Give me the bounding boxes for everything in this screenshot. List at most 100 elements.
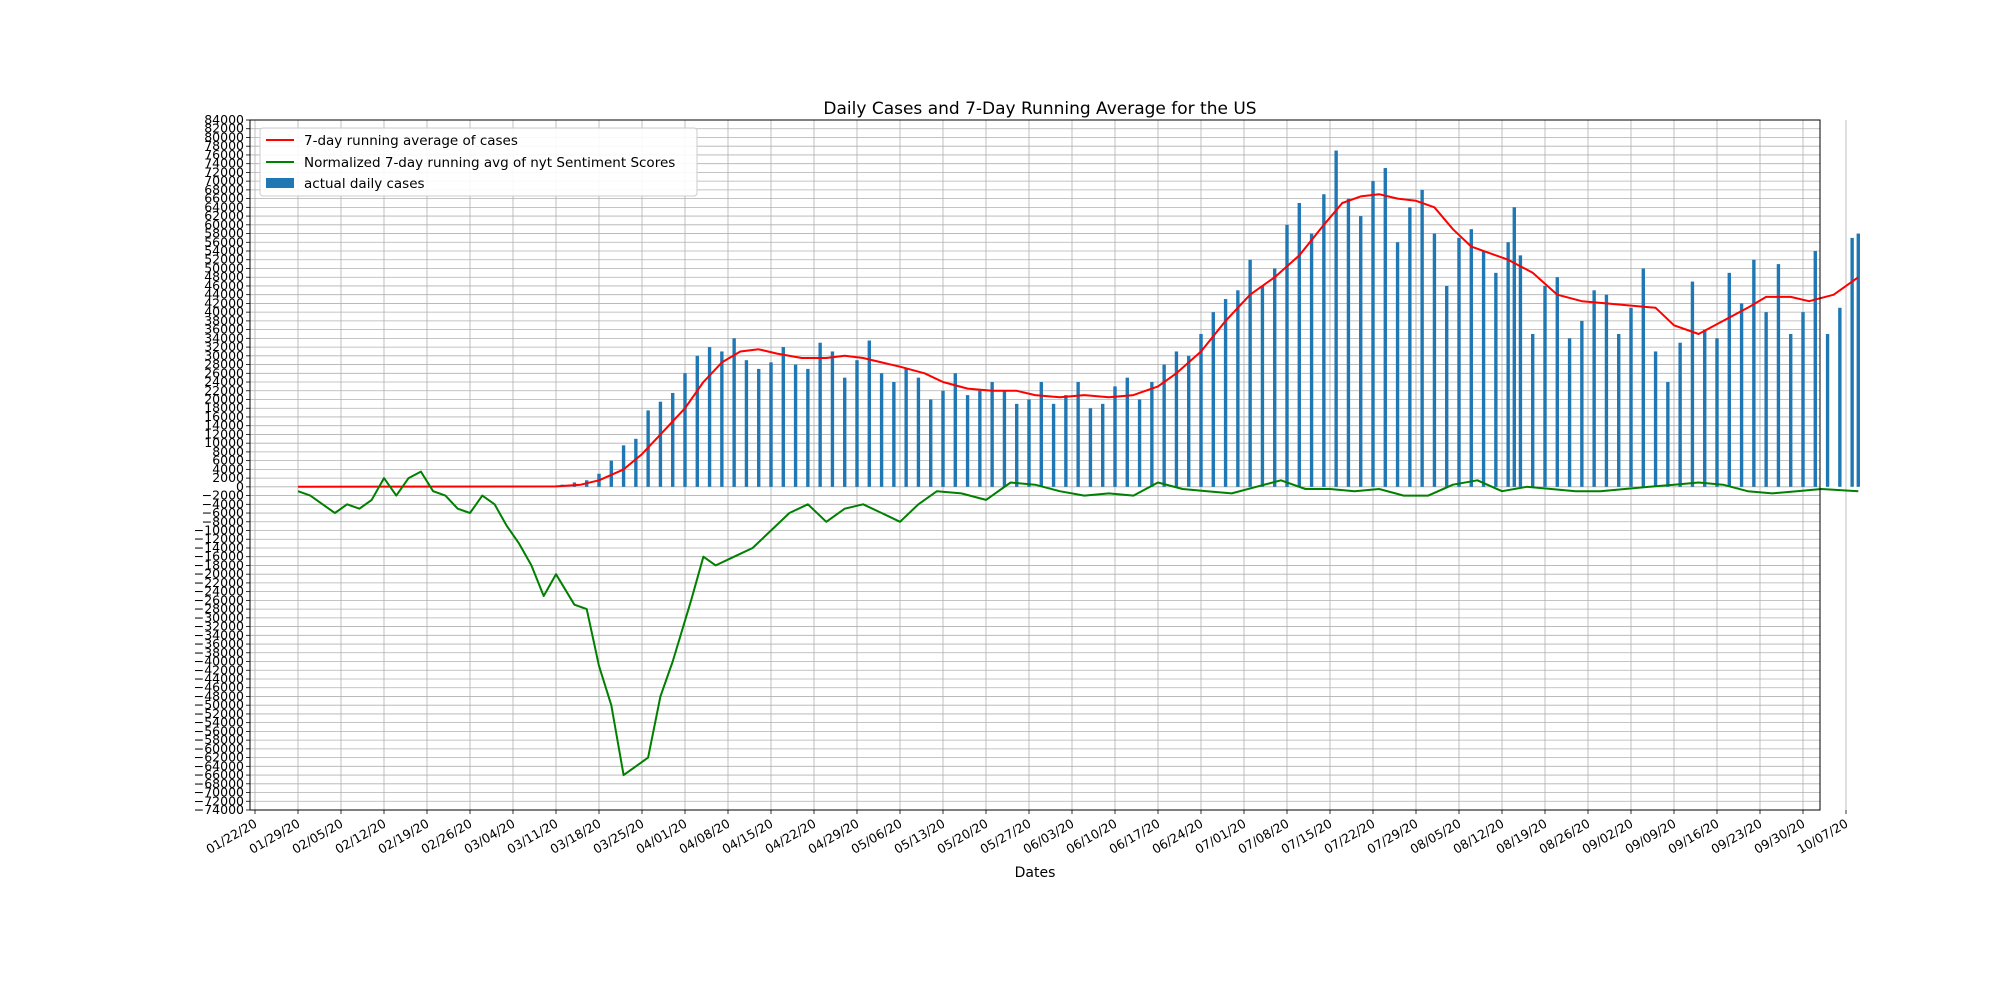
bar-daily-cases <box>1088 408 1093 487</box>
y-tick-label: −26000 <box>194 592 244 607</box>
bar-daily-cases <box>1039 382 1043 487</box>
bar-daily-cases <box>1481 251 1486 487</box>
bar-daily-cases <box>1027 399 1031 487</box>
y-tick-label: 0 <box>236 479 244 494</box>
legend-label-avg-cases: 7-day running average of cases <box>304 133 518 149</box>
bar-daily-cases <box>1727 272 1731 487</box>
y-tick-label: 36000 <box>204 322 244 337</box>
y-tick-label: −8000 <box>202 514 244 529</box>
y-tick-label: −6000 <box>202 505 244 520</box>
y-tick-label: 62000 <box>204 208 244 223</box>
bar-daily-cases <box>1678 342 1682 487</box>
y-tick-label: −34000 <box>194 627 244 642</box>
bar-daily-cases <box>1629 307 1633 487</box>
y-tick-label: 30000 <box>204 348 244 363</box>
bar-daily-cases <box>793 364 798 487</box>
y-tick-label: −36000 <box>194 636 244 651</box>
y-tick-label: 82000 <box>204 121 244 136</box>
bar-daily-cases <box>1395 242 1400 487</box>
bar-daily-cases <box>1137 399 1142 487</box>
bar-daily-cases <box>965 395 970 487</box>
bar-daily-cases <box>1162 364 1166 487</box>
bar-daily-cases <box>757 368 761 487</box>
y-tick-label: −22000 <box>194 575 244 590</box>
bar-daily-cases <box>1592 290 1596 487</box>
bar-daily-cases <box>1641 268 1645 487</box>
y-tick-label: 46000 <box>204 278 244 293</box>
bar-daily-cases <box>1236 290 1240 487</box>
y-tick-label: −12000 <box>194 531 244 546</box>
bar-daily-cases <box>1101 403 1105 487</box>
y-tick-label: −72000 <box>194 793 244 808</box>
y-tick-label: 44000 <box>204 287 244 302</box>
bar-daily-cases <box>941 390 945 487</box>
bar-daily-cases <box>1739 303 1744 487</box>
y-tick-label: −44000 <box>194 671 244 686</box>
y-tick-label: −38000 <box>194 645 244 660</box>
bar-daily-cases <box>1187 355 1191 487</box>
y-tick-label: 58000 <box>204 226 244 241</box>
y-tick-label: 66000 <box>204 191 244 206</box>
y-tick-label: −68000 <box>194 776 244 791</box>
y-tick-label: 84000 <box>204 112 244 127</box>
bar-daily-cases <box>707 347 712 487</box>
y-tick-label: 34000 <box>204 330 244 345</box>
bar-daily-cases <box>1825 333 1830 487</box>
bar-daily-cases <box>806 368 810 487</box>
bar-daily-cases <box>1174 351 1179 487</box>
y-tick-label: 78000 <box>204 138 244 153</box>
bar-daily-cases <box>1604 294 1609 487</box>
y-tick-label: −18000 <box>194 557 244 572</box>
bar-daily-cases <box>1113 386 1117 487</box>
bar-daily-cases <box>1801 312 1805 487</box>
y-tick-label: −50000 <box>194 697 244 712</box>
bar-daily-cases <box>1223 299 1228 487</box>
bar-daily-cases <box>1518 255 1523 487</box>
y-tick-label: −40000 <box>194 654 244 669</box>
y-tick-label: 6000 <box>212 453 244 468</box>
y-tick-label: −24000 <box>194 584 244 599</box>
bar-daily-cases <box>1494 272 1498 487</box>
bar-daily-cases <box>695 355 699 487</box>
bar-daily-cases <box>1309 233 1314 487</box>
bar-daily-cases <box>1076 382 1080 487</box>
bar-daily-cases <box>1199 333 1203 487</box>
y-axis: −74000−72000−70000−68000−66000−64000−620… <box>194 112 250 817</box>
bar-daily-cases <box>1666 382 1670 487</box>
y-tick-label: 2000 <box>212 470 244 485</box>
bar-daily-cases <box>1543 285 1547 487</box>
chart-title: Daily Cases and 7-Day Running Average fo… <box>823 99 1256 119</box>
bar-daily-cases <box>1383 168 1387 487</box>
bar-daily-cases <box>1752 259 1756 487</box>
bar-daily-cases <box>683 373 687 487</box>
bar-daily-cases <box>929 399 933 487</box>
bar-daily-cases <box>830 351 835 487</box>
y-tick-label: 8000 <box>212 444 244 459</box>
y-tick-label: 52000 <box>204 252 244 267</box>
bar-daily-cases <box>1125 377 1129 487</box>
y-tick-label: 64000 <box>204 199 244 214</box>
y-tick-label: −58000 <box>194 732 244 747</box>
bar-daily-cases <box>1408 207 1412 487</box>
y-tick-label: −10000 <box>194 523 244 538</box>
bar-daily-cases <box>978 390 982 487</box>
bar-daily-cases <box>1420 189 1424 487</box>
bar-daily-cases <box>1211 312 1215 487</box>
y-tick-label: −46000 <box>194 680 244 695</box>
bar-daily-cases <box>621 445 626 487</box>
bar-daily-cases <box>1322 194 1326 487</box>
bar-daily-cases <box>1531 333 1535 487</box>
bar-daily-cases <box>1617 333 1621 487</box>
y-tick-label: 10000 <box>204 435 244 450</box>
legend-label-sentiment: Normalized 7-day running avg of nyt Sent… <box>304 155 675 171</box>
bar-daily-cases <box>1248 259 1252 487</box>
y-tick-label: 74000 <box>204 156 244 171</box>
bar-daily-cases <box>916 377 921 487</box>
legend-swatch-daily-cases <box>266 178 294 188</box>
bar-daily-cases <box>1789 333 1793 487</box>
bar-daily-cases <box>1555 277 1559 487</box>
y-tick-label: 38000 <box>204 313 244 328</box>
bar-daily-cases <box>1346 198 1351 487</box>
y-tick-label: 40000 <box>204 304 244 319</box>
